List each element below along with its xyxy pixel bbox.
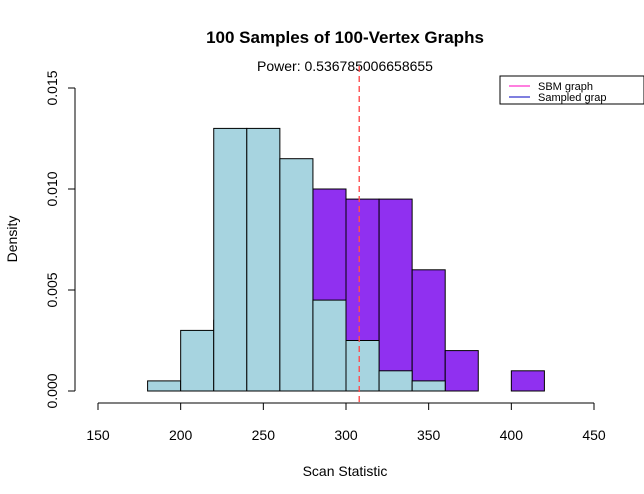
y-axis-label: Density: [4, 216, 20, 263]
sbm-bar: [444, 350, 479, 392]
y-tick-label: 0.005: [44, 272, 60, 307]
sampled-bar: [378, 370, 413, 392]
y-axis: 0.000 0.005 0.010 0.015: [44, 70, 76, 409]
x-tick-label: 400: [500, 427, 524, 443]
chart-subtitle: Power: 0.536785006658655: [257, 58, 433, 74]
sampled-bar: [279, 158, 314, 392]
legend-label: Sampled grap: [538, 92, 607, 104]
x-tick-label: 250: [252, 427, 276, 443]
sampled-graph-bars: [147, 127, 446, 392]
x-tick-label: 150: [86, 427, 110, 443]
x-axis-label: Scan Statistic: [303, 463, 388, 479]
x-axis: 150 200 250 300 350 400 450: [86, 402, 606, 443]
x-tick-label: 300: [334, 427, 358, 443]
sampled-bar: [312, 299, 347, 392]
sampled-bar: [246, 127, 281, 392]
x-tick-label: 450: [582, 427, 606, 443]
legend-box: [499, 75, 644, 105]
sampled-bar: [345, 340, 380, 392]
y-tick-label: 0.000: [44, 373, 60, 408]
sbm-bar: [411, 269, 446, 392]
sampled-bar: [411, 380, 446, 392]
sbm-bar: [378, 198, 413, 392]
y-tick-label: 0.015: [44, 70, 60, 105]
x-tick-label: 350: [417, 427, 441, 443]
sampled-bar: [147, 380, 182, 392]
sbm-bar: [510, 370, 545, 392]
chart-title: 100 Samples of 100-Vertex Graphs: [206, 28, 484, 47]
x-tick-label: 200: [169, 427, 193, 443]
y-tick-label: 0.010: [44, 171, 60, 206]
sampled-bar: [180, 329, 215, 392]
sampled-bar: [213, 127, 248, 392]
legend-label: SBM graph: [538, 81, 593, 93]
